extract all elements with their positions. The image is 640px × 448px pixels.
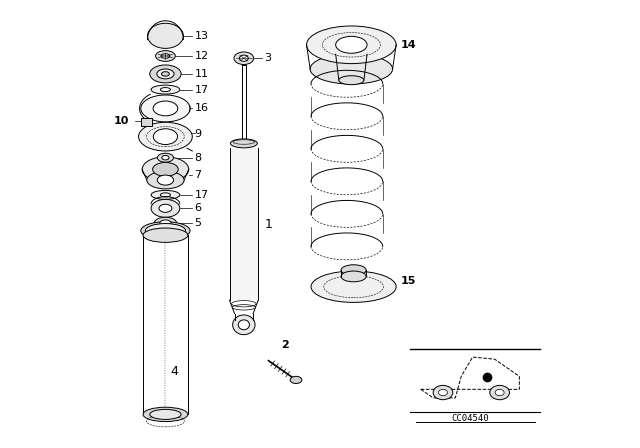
Ellipse shape — [307, 26, 396, 64]
Text: 3: 3 — [264, 53, 271, 63]
Text: 15: 15 — [401, 276, 416, 286]
Ellipse shape — [154, 129, 177, 145]
Text: 7: 7 — [195, 170, 202, 180]
Ellipse shape — [142, 157, 189, 182]
Ellipse shape — [161, 54, 170, 58]
Ellipse shape — [495, 389, 504, 396]
Ellipse shape — [161, 193, 170, 197]
Text: 6: 6 — [195, 203, 202, 213]
Ellipse shape — [157, 175, 173, 185]
Ellipse shape — [161, 72, 170, 76]
Text: 4: 4 — [170, 365, 178, 379]
Ellipse shape — [152, 163, 179, 176]
Text: 16: 16 — [195, 103, 209, 113]
Ellipse shape — [151, 199, 180, 217]
Ellipse shape — [159, 204, 172, 212]
Ellipse shape — [151, 85, 180, 94]
Ellipse shape — [147, 23, 184, 48]
Ellipse shape — [143, 407, 188, 422]
Ellipse shape — [139, 122, 192, 151]
Text: 10: 10 — [114, 116, 129, 125]
Ellipse shape — [151, 190, 180, 199]
Ellipse shape — [336, 36, 367, 53]
Text: 12: 12 — [195, 51, 209, 61]
Text: 1: 1 — [265, 217, 273, 231]
Ellipse shape — [341, 271, 366, 282]
Ellipse shape — [490, 385, 509, 400]
Ellipse shape — [147, 171, 184, 189]
Ellipse shape — [290, 376, 302, 383]
Ellipse shape — [433, 385, 453, 400]
Text: 5: 5 — [195, 218, 202, 228]
Ellipse shape — [160, 220, 171, 226]
Ellipse shape — [230, 139, 257, 148]
Text: 17: 17 — [195, 190, 209, 200]
Text: CC04540: CC04540 — [451, 414, 489, 423]
Text: 13: 13 — [195, 31, 209, 41]
Ellipse shape — [154, 217, 177, 229]
Bar — [230, 148, 258, 300]
Ellipse shape — [141, 222, 190, 240]
Ellipse shape — [310, 54, 392, 84]
Text: 2: 2 — [281, 340, 289, 350]
Ellipse shape — [157, 69, 174, 79]
Ellipse shape — [238, 320, 250, 330]
Text: 9: 9 — [195, 129, 202, 139]
Ellipse shape — [234, 52, 253, 65]
Ellipse shape — [141, 95, 190, 122]
Ellipse shape — [150, 409, 181, 419]
Text: 11: 11 — [195, 69, 209, 79]
Ellipse shape — [311, 271, 396, 302]
Ellipse shape — [438, 389, 447, 396]
Ellipse shape — [153, 101, 178, 116]
Ellipse shape — [341, 265, 366, 276]
Ellipse shape — [239, 55, 248, 61]
Text: 8: 8 — [195, 153, 202, 163]
Bar — [141, 118, 152, 126]
Text: 17: 17 — [195, 85, 209, 95]
Ellipse shape — [143, 228, 188, 242]
Ellipse shape — [145, 224, 186, 238]
Ellipse shape — [161, 87, 170, 92]
Ellipse shape — [150, 65, 181, 83]
Ellipse shape — [157, 153, 173, 162]
Ellipse shape — [339, 76, 364, 85]
Ellipse shape — [156, 51, 175, 61]
Ellipse shape — [233, 315, 255, 335]
Text: 14: 14 — [401, 40, 416, 50]
Ellipse shape — [162, 155, 169, 160]
